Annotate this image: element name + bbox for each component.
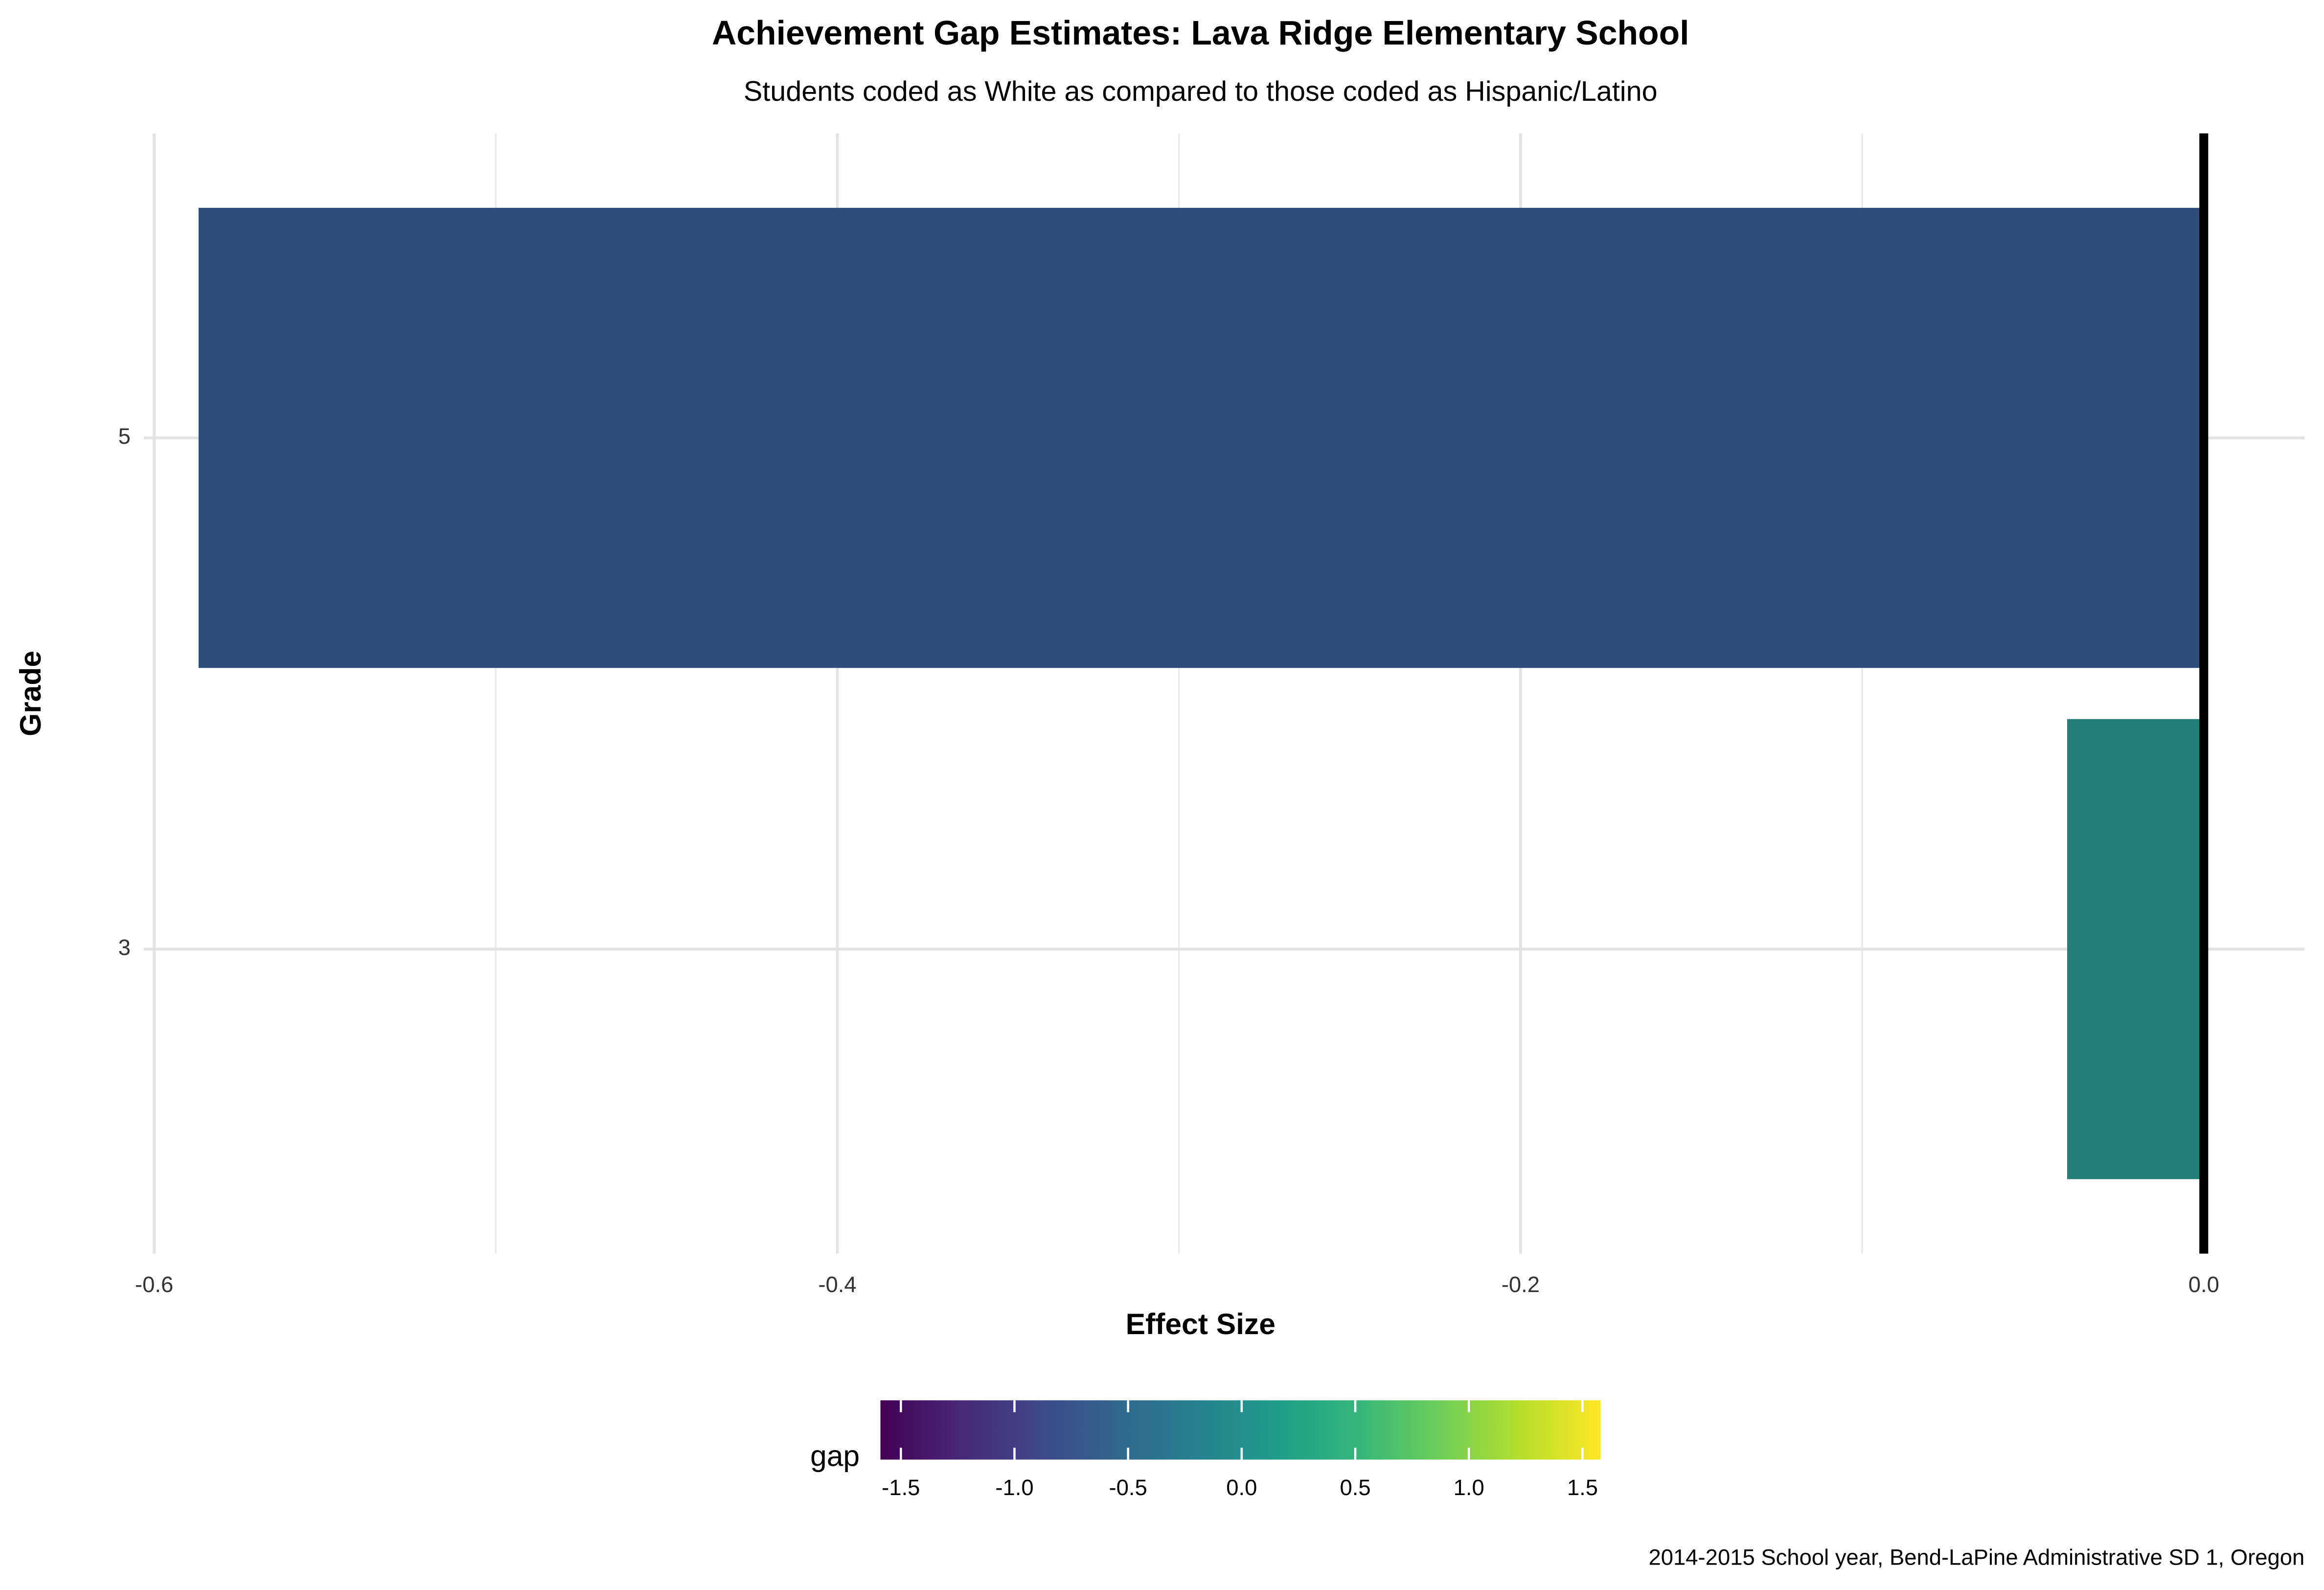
colorbar-tick-label: -1.5: [882, 1475, 920, 1500]
chart-subtitle: Students coded as White as compared to t…: [744, 76, 1658, 107]
colorbar-tick-label: 0.5: [1340, 1475, 1370, 1500]
colorbar-tick-label: 1.0: [1454, 1475, 1484, 1500]
colorbar-tick-label: 1.5: [1567, 1475, 1598, 1500]
colorbar-tick-label: -0.5: [1109, 1475, 1147, 1500]
bar: [2067, 719, 2204, 1180]
chart-title: Achievement Gap Estimates: Lava Ridge El…: [712, 14, 1689, 52]
x-tick-label: -0.6: [135, 1272, 173, 1297]
x-tick-label: 0.0: [2188, 1272, 2219, 1297]
y-axis-title: Grade: [14, 651, 47, 736]
y-tick-label: 5: [118, 424, 131, 449]
x-axis-title: Effect Size: [1126, 1307, 1276, 1340]
legend-title: gap: [810, 1439, 860, 1472]
colorbar-tick-label: 0.0: [1226, 1475, 1257, 1500]
caption: 2014-2015 School year, Bend-LaPine Admin…: [1649, 1545, 2305, 1569]
x-tick-label: -0.4: [818, 1272, 856, 1297]
bar: [198, 207, 2204, 668]
colorbar: [880, 1400, 1601, 1460]
y-tick-label: 3: [118, 935, 131, 960]
colorbar-tick-label: -1.0: [995, 1475, 1033, 1500]
x-tick-label: -0.2: [1502, 1272, 1540, 1297]
